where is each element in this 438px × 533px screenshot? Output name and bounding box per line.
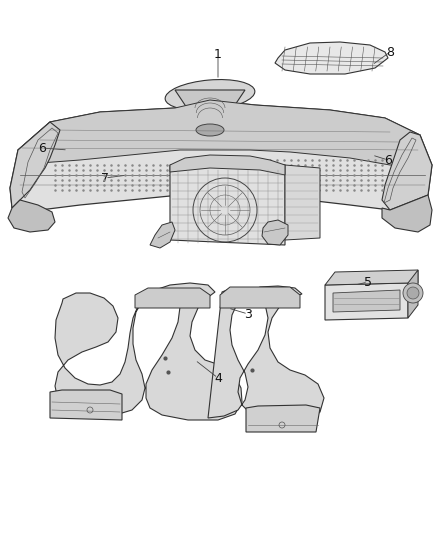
Text: 2: 2: [238, 222, 246, 235]
Polygon shape: [262, 220, 288, 245]
Polygon shape: [18, 100, 428, 165]
Polygon shape: [246, 405, 320, 432]
Text: 8: 8: [386, 45, 394, 59]
Circle shape: [407, 287, 419, 299]
Polygon shape: [275, 42, 388, 74]
Polygon shape: [220, 287, 300, 308]
Ellipse shape: [165, 79, 255, 110]
Polygon shape: [325, 283, 408, 320]
Polygon shape: [55, 283, 242, 420]
Polygon shape: [382, 195, 432, 232]
Polygon shape: [333, 290, 400, 312]
Polygon shape: [382, 132, 432, 210]
Text: 4: 4: [214, 372, 222, 384]
Polygon shape: [10, 100, 432, 210]
Text: 6: 6: [384, 154, 392, 166]
Text: 7: 7: [101, 172, 109, 184]
Polygon shape: [135, 288, 210, 308]
Polygon shape: [170, 165, 285, 245]
Text: 1: 1: [214, 49, 222, 61]
Polygon shape: [175, 90, 245, 135]
Text: 6: 6: [38, 141, 46, 155]
Polygon shape: [150, 222, 175, 248]
Polygon shape: [408, 270, 418, 318]
Polygon shape: [8, 200, 55, 232]
Polygon shape: [50, 390, 122, 420]
Text: 5: 5: [364, 276, 372, 288]
Circle shape: [403, 283, 423, 303]
Polygon shape: [10, 122, 60, 208]
Polygon shape: [208, 286, 324, 425]
Polygon shape: [325, 270, 418, 285]
Polygon shape: [170, 155, 285, 175]
Polygon shape: [285, 165, 320, 240]
Ellipse shape: [196, 124, 224, 136]
Text: 3: 3: [244, 308, 252, 320]
